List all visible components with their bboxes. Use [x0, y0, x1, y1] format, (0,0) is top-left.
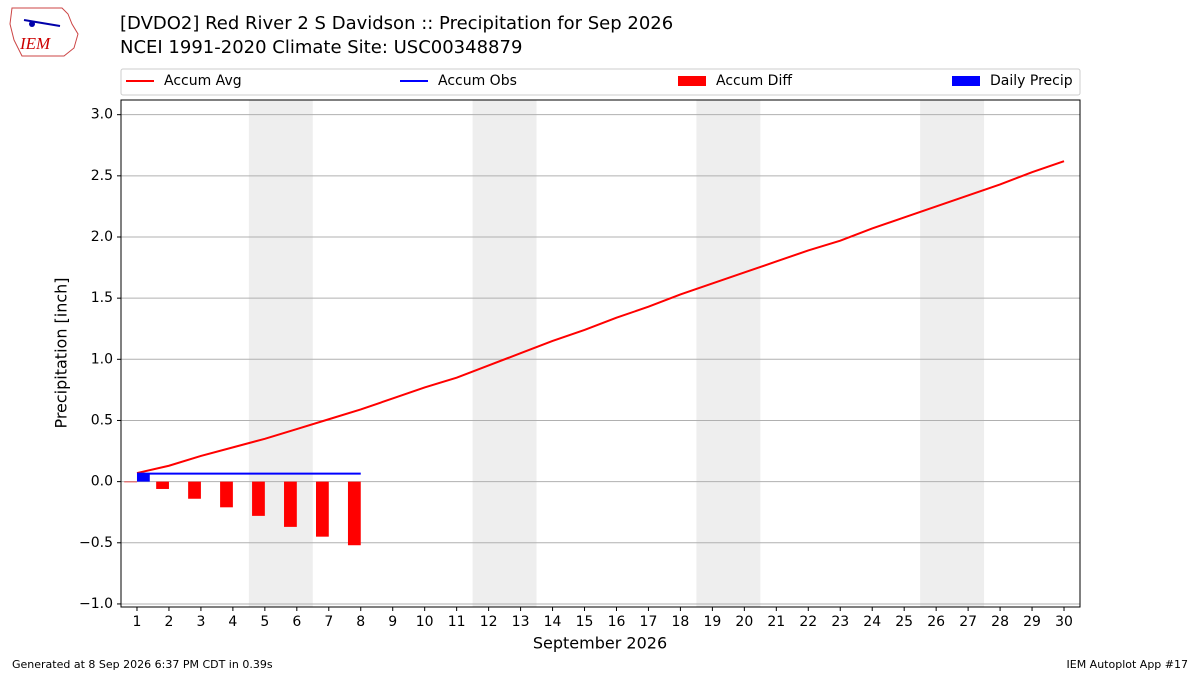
- legend-swatch: [952, 76, 980, 86]
- x-tick-label: 23: [831, 614, 849, 630]
- y-tick-label: 1.0: [91, 351, 113, 367]
- weekend-shade: [472, 100, 537, 607]
- y-tick-label: −1.0: [79, 596, 113, 612]
- bar: [124, 481, 137, 483]
- x-axis-label: September 2026: [533, 634, 667, 653]
- bar: [252, 481, 265, 516]
- weekend-shade: [920, 100, 985, 607]
- logo: IEM: [9, 7, 79, 57]
- x-tick-label: 7: [324, 614, 333, 630]
- x-tick-label: 13: [512, 614, 530, 630]
- y-tick-label: 3.0: [91, 107, 113, 123]
- y-tick-label: 0.5: [91, 412, 113, 428]
- legend-label: Accum Obs: [438, 73, 517, 89]
- x-tick-label: 21: [767, 614, 785, 630]
- x-tick-label: 14: [544, 614, 562, 630]
- line: [136, 160, 1065, 475]
- x-tick-label: 4: [228, 614, 237, 630]
- weekend-shade: [696, 100, 761, 607]
- bar: [188, 481, 201, 499]
- x-tick-label: 20: [735, 614, 753, 630]
- x-tick-label: 22: [799, 614, 817, 630]
- bar: [315, 481, 329, 537]
- x-tick-label: 1: [133, 614, 142, 630]
- x-tick-label: 19: [703, 614, 721, 630]
- x-tick-label: 17: [640, 614, 658, 630]
- x-tick-label: 15: [576, 614, 594, 630]
- x-tick-label: 18: [672, 614, 690, 630]
- x-tick-label: 28: [991, 614, 1009, 630]
- y-tick-label: 2.0: [91, 229, 113, 245]
- y-axis-label: Precipitation [inch]: [52, 277, 71, 428]
- footer-left: Generated at 8 Sep 2026 6:37 PM CDT in 0…: [12, 658, 273, 671]
- x-tick-label: 12: [480, 614, 498, 630]
- plot-frame: [120, 99, 1081, 608]
- legend-swatch: [678, 76, 706, 86]
- x-tick-label: 25: [895, 614, 913, 630]
- legend-label: Accum Diff: [716, 73, 792, 89]
- y-tick-label: 1.5: [91, 290, 113, 306]
- bar: [220, 481, 233, 508]
- x-tick-label: 2: [164, 614, 173, 630]
- x-tick-label: 29: [1023, 614, 1041, 630]
- bar: [284, 481, 297, 527]
- y-tick-label: −0.5: [79, 535, 113, 551]
- bar: [136, 473, 150, 482]
- x-tick-label: 16: [608, 614, 626, 630]
- logo-text: IEM: [19, 34, 51, 53]
- x-tick-label: 24: [863, 614, 881, 630]
- chart-subtitle: NCEI 1991-2020 Climate Site: USC00348879: [120, 37, 522, 58]
- x-tick-label: 10: [416, 614, 434, 630]
- y-tick-label: 2.5: [91, 168, 113, 184]
- x-tick-label: 26: [927, 614, 945, 630]
- legend: [120, 68, 1081, 96]
- legend-label: Accum Avg: [164, 73, 242, 89]
- x-tick-label: 27: [959, 614, 977, 630]
- x-tick-label: 8: [356, 614, 365, 630]
- x-tick-label: 30: [1055, 614, 1073, 630]
- x-tick-label: 6: [292, 614, 301, 630]
- chart-title: [DVDO2] Red River 2 S Davidson :: Precip…: [120, 13, 673, 34]
- legend-label: Daily Precip: [990, 73, 1073, 89]
- x-tick-label: 9: [388, 614, 397, 630]
- y-tick-label: 0.0: [91, 474, 113, 490]
- weekend-shade: [248, 100, 313, 607]
- x-tick-label: 3: [196, 614, 205, 630]
- x-tick-label: 5: [260, 614, 269, 630]
- x-tick-label: 11: [448, 614, 466, 630]
- footer-right: IEM Autoplot App #17: [1067, 658, 1189, 671]
- bar: [347, 481, 361, 546]
- bar: [156, 481, 169, 489]
